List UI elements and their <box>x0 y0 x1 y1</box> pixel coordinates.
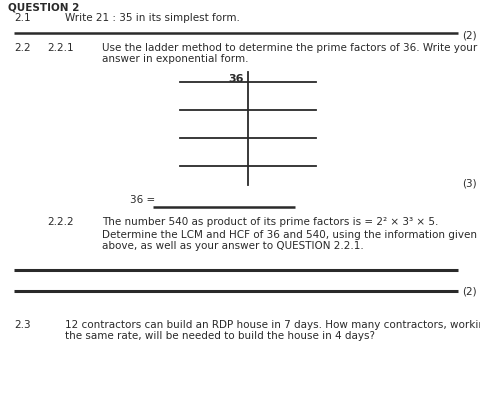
Text: 2.2.2: 2.2.2 <box>47 217 73 227</box>
Text: 36 =: 36 = <box>130 195 155 205</box>
Text: 2.1: 2.1 <box>14 13 31 23</box>
Text: (3): (3) <box>462 178 477 188</box>
Text: The number 540 as product of its prime factors is = 2² × 3³ × 5.: The number 540 as product of its prime f… <box>102 217 438 227</box>
Text: Determine the LCM and HCF of 36 and 540, using the information given: Determine the LCM and HCF of 36 and 540,… <box>102 230 477 240</box>
Text: 2.2: 2.2 <box>14 43 31 53</box>
Text: 12 contractors can build an RDP house in 7 days. How many contractors, working a: 12 contractors can build an RDP house in… <box>65 320 480 330</box>
Text: Write 21 : 35 in its simplest form.: Write 21 : 35 in its simplest form. <box>65 13 240 23</box>
Text: answer in exponential form.: answer in exponential form. <box>102 54 249 64</box>
Text: 2.2.1: 2.2.1 <box>47 43 73 53</box>
Text: (2): (2) <box>462 286 477 296</box>
Text: Use the ladder method to determine the prime factors of 36. Write your: Use the ladder method to determine the p… <box>102 43 477 53</box>
Text: (2): (2) <box>462 30 477 40</box>
Text: 2.3: 2.3 <box>14 320 31 330</box>
Text: above, as well as your answer to QUESTION 2.2.1.: above, as well as your answer to QUESTIO… <box>102 241 364 251</box>
Text: QUESTION 2: QUESTION 2 <box>8 2 79 12</box>
Text: the same rate, will be needed to build the house in 4 days?: the same rate, will be needed to build t… <box>65 331 375 341</box>
Text: 36: 36 <box>228 74 244 84</box>
